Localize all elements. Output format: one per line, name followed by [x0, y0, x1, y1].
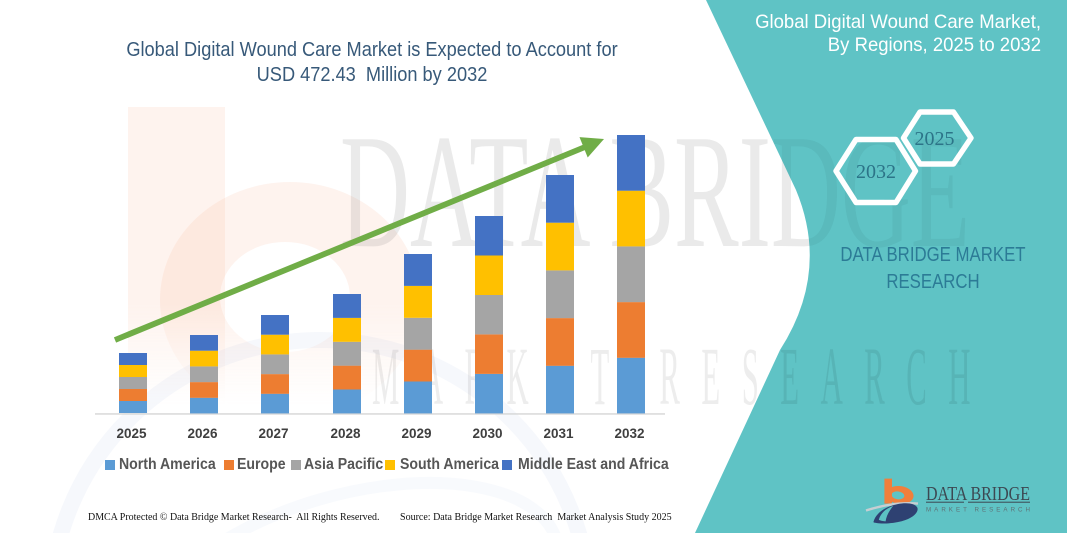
svg-text:MARKET RESEARCH: MARKET RESEARCH [926, 507, 1030, 514]
svg-text:DATA BRIDGE: DATA BRIDGE [926, 483, 1030, 505]
